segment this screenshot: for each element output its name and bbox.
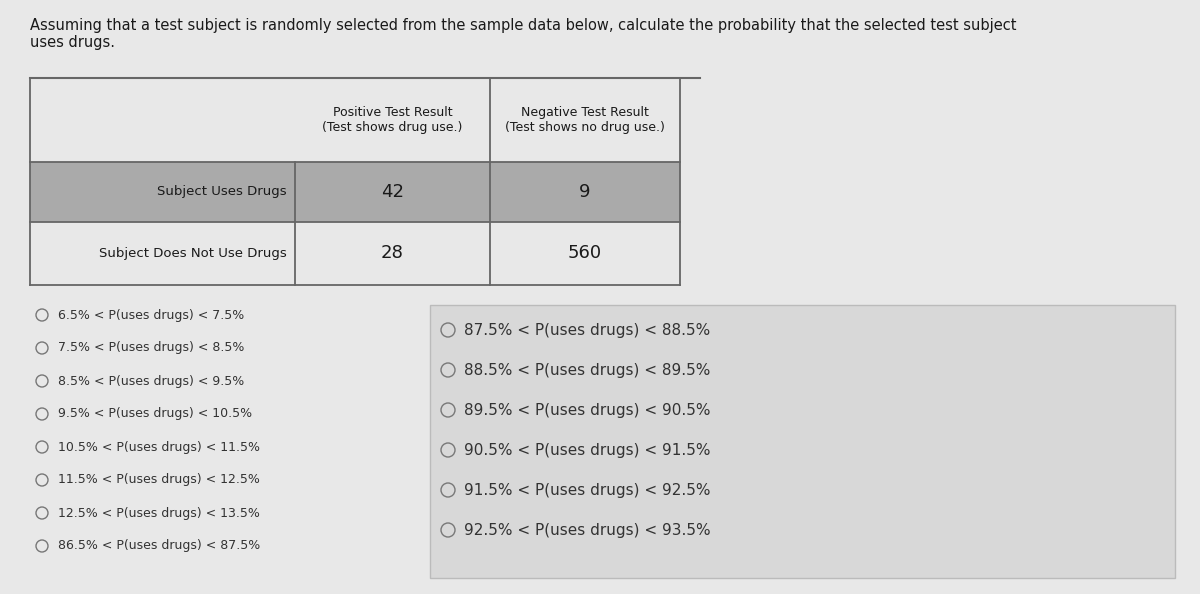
- Text: 28: 28: [382, 245, 404, 263]
- Text: 92.5% < P(uses drugs) < 93.5%: 92.5% < P(uses drugs) < 93.5%: [464, 523, 710, 538]
- Text: 87.5% < P(uses drugs) < 88.5%: 87.5% < P(uses drugs) < 88.5%: [464, 323, 710, 337]
- Text: Assuming that a test subject is randomly selected from the sample data below, ca: Assuming that a test subject is randomly…: [30, 18, 1016, 50]
- Text: 91.5% < P(uses drugs) < 92.5%: 91.5% < P(uses drugs) < 92.5%: [464, 482, 710, 498]
- Bar: [30, 162, 295, 222]
- Bar: [430, 305, 1175, 578]
- Text: Positive Test Result
(Test shows drug use.): Positive Test Result (Test shows drug us…: [323, 106, 463, 134]
- Text: 42: 42: [382, 183, 404, 201]
- Text: 7.5% < P(uses drugs) < 8.5%: 7.5% < P(uses drugs) < 8.5%: [58, 342, 245, 355]
- Text: 10.5% < P(uses drugs) < 11.5%: 10.5% < P(uses drugs) < 11.5%: [58, 441, 260, 453]
- Text: Negative Test Result
(Test shows no drug use.): Negative Test Result (Test shows no drug…: [505, 106, 665, 134]
- Text: 86.5% < P(uses drugs) < 87.5%: 86.5% < P(uses drugs) < 87.5%: [58, 539, 260, 552]
- Text: 90.5% < P(uses drugs) < 91.5%: 90.5% < P(uses drugs) < 91.5%: [464, 443, 710, 457]
- Text: Subject Does Not Use Drugs: Subject Does Not Use Drugs: [100, 247, 287, 260]
- Text: 9.5% < P(uses drugs) < 10.5%: 9.5% < P(uses drugs) < 10.5%: [58, 407, 252, 421]
- Text: Subject Uses Drugs: Subject Uses Drugs: [157, 185, 287, 198]
- Bar: [295, 162, 680, 222]
- Text: 89.5% < P(uses drugs) < 90.5%: 89.5% < P(uses drugs) < 90.5%: [464, 403, 710, 418]
- Text: 560: 560: [568, 245, 602, 263]
- Text: 88.5% < P(uses drugs) < 89.5%: 88.5% < P(uses drugs) < 89.5%: [464, 362, 710, 378]
- Text: 12.5% < P(uses drugs) < 13.5%: 12.5% < P(uses drugs) < 13.5%: [58, 507, 260, 520]
- Text: 11.5% < P(uses drugs) < 12.5%: 11.5% < P(uses drugs) < 12.5%: [58, 473, 260, 486]
- Text: 8.5% < P(uses drugs) < 9.5%: 8.5% < P(uses drugs) < 9.5%: [58, 374, 245, 387]
- Text: 9: 9: [580, 183, 590, 201]
- Text: 6.5% < P(uses drugs) < 7.5%: 6.5% < P(uses drugs) < 7.5%: [58, 308, 245, 321]
